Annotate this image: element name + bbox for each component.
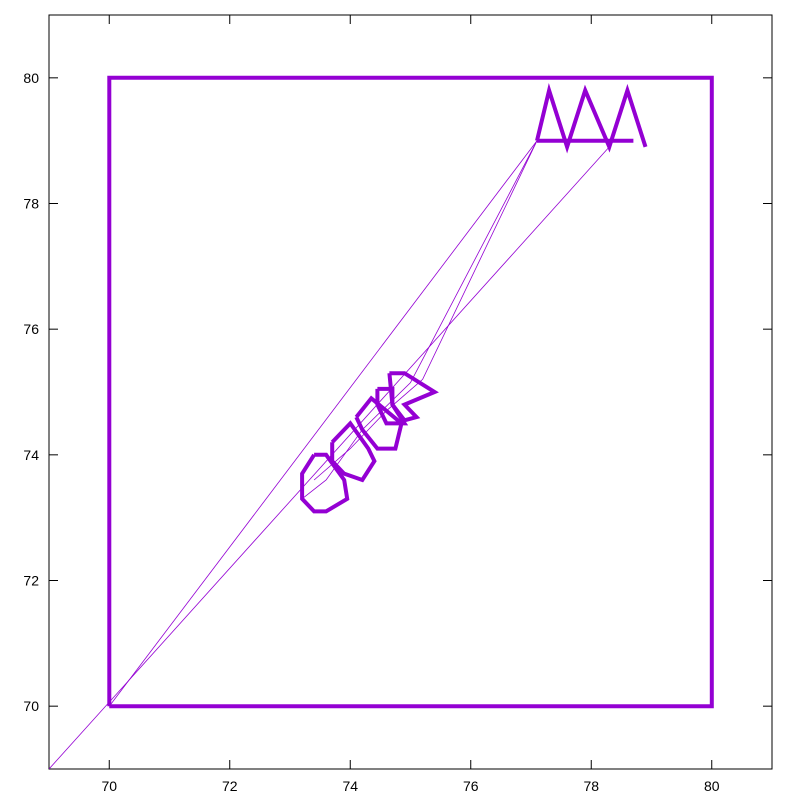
axis-ticks: 70 72 74 76 78 80 70 72 74 76 78 80: [23, 15, 772, 794]
x-tick-label: 72: [222, 778, 238, 794]
series-line-5: [330, 420, 377, 483]
x-tick-label: 76: [463, 778, 479, 794]
x-tick-label: 70: [101, 778, 117, 794]
series-line-12: [313, 140, 538, 481]
x-tick-label: 78: [583, 778, 599, 794]
y-tick-label: 72: [23, 573, 39, 589]
x-tick-label: 74: [342, 778, 358, 794]
y-tick-label: 78: [23, 196, 39, 212]
y-tick-label: 80: [23, 70, 39, 86]
series-line-1: [107, 75, 714, 709]
y-tick-label: 76: [23, 321, 39, 337]
series-line-9: [108, 140, 538, 707]
series-line-11: [301, 140, 538, 500]
series-line-10: [49, 146, 610, 769]
plot-frame: [48, 14, 773, 770]
series-line-2: [535, 82, 648, 154]
series-line-8: [387, 371, 439, 423]
y-tick-label: 74: [23, 447, 39, 463]
x-tick-label: 80: [704, 778, 720, 794]
series-layer: [49, 75, 714, 769]
y-tick-label: 70: [23, 698, 39, 714]
